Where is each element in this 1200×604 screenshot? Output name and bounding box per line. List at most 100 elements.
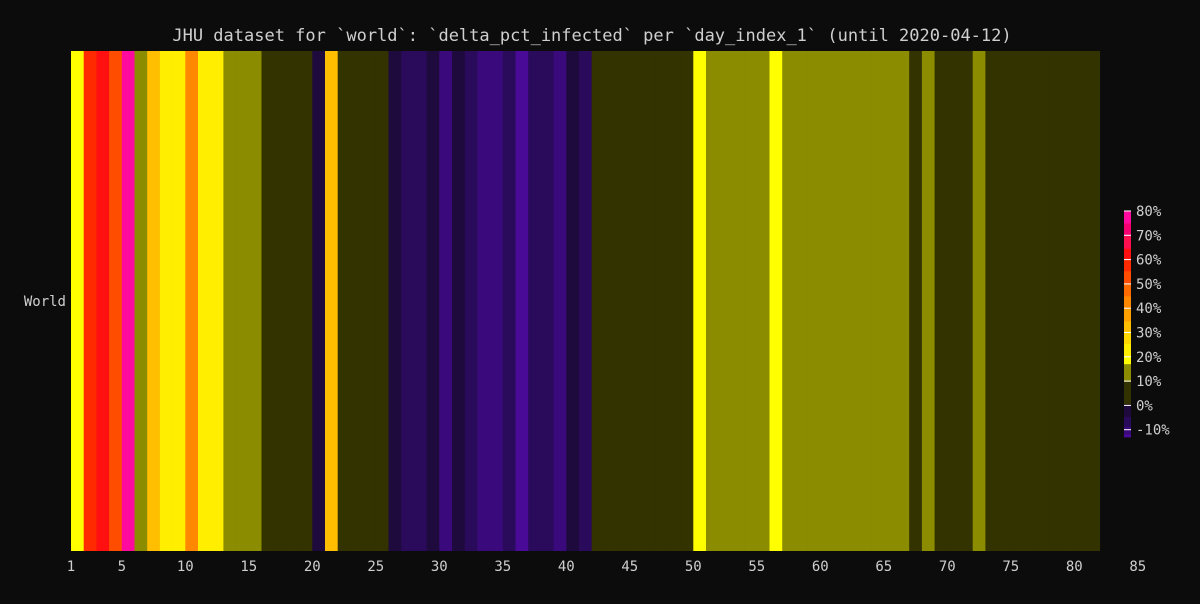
colorbar-segment — [1124, 356, 1131, 360]
colorbar-segment — [1124, 308, 1131, 312]
heatmap-cell — [1074, 51, 1088, 551]
colorbar-segment — [1124, 281, 1131, 285]
heatmap-cell — [528, 51, 542, 551]
heatmap-cell — [769, 51, 783, 551]
colorbar-segment — [1124, 253, 1131, 257]
heatmap-cell — [718, 51, 732, 551]
heatmap-cell — [934, 51, 948, 551]
x-tick-label: 5 — [118, 559, 126, 575]
heatmap-cell — [998, 51, 1012, 551]
heatmap-cell — [337, 51, 351, 551]
colorbar-segment — [1124, 366, 1131, 370]
colorbar-segment — [1124, 406, 1131, 410]
heatmap-cell — [325, 51, 339, 551]
colorbar: 80% 70% 60% 50% 40% 30% 20% 10% 0% -10% — [1124, 204, 1170, 439]
heatmap-cell — [540, 51, 554, 551]
colorbar-segment — [1124, 218, 1131, 222]
x-tick-label: 60 — [812, 559, 829, 575]
colorbar-segment — [1124, 419, 1131, 423]
heatmap-cell — [426, 51, 440, 551]
x-tick-label: 35 — [494, 559, 511, 575]
heatmap-cell — [286, 51, 300, 551]
colorbar-segment — [1124, 276, 1131, 280]
heatmap-cell — [896, 51, 910, 551]
x-tick-label: 45 — [621, 559, 638, 575]
colorbar-segment — [1124, 213, 1131, 217]
x-tick-label: 80 — [1066, 559, 1083, 575]
x-tick-label: 65 — [875, 559, 892, 575]
heatmap-cell — [985, 51, 999, 551]
heatmap-cell — [921, 51, 935, 551]
x-tick-label: 30 — [431, 559, 448, 575]
colorbar-segment — [1124, 401, 1131, 405]
colorbar-segment — [1124, 394, 1131, 398]
colorbar-segment — [1124, 278, 1131, 282]
heatmap-cell — [947, 51, 961, 551]
heatmap-cell — [312, 51, 326, 551]
heatmap-cell — [96, 51, 110, 551]
heatmap-cell — [629, 51, 643, 551]
heatmap-cell — [858, 51, 872, 551]
colorbar-segment — [1124, 236, 1131, 240]
colorbar-segment — [1124, 296, 1131, 300]
heatmap-cell — [960, 51, 974, 551]
colorbar-segment — [1124, 311, 1131, 315]
colorbar-segment — [1124, 334, 1131, 337]
colorbar-tick-label: 0% — [1136, 398, 1153, 414]
colorbar-segment — [1124, 211, 1131, 214]
colorbar-tick-label: 20% — [1136, 350, 1162, 366]
heatmap-cell — [566, 51, 580, 551]
heatmap-cell — [185, 51, 199, 551]
colorbar-segment — [1124, 426, 1131, 430]
heatmap-cell — [452, 51, 466, 551]
heatmap-cell — [490, 51, 504, 551]
heatmap-cell — [655, 51, 669, 551]
heatmap-cell — [756, 51, 770, 551]
x-axis: 1 5 10 15 20 25 30 35 40 45 50 55 60 65 70 75 80 85 — [67, 559, 1146, 575]
row-labels: World — [24, 294, 66, 310]
colorbar-segment — [1124, 238, 1131, 242]
heatmap-cell — [172, 51, 186, 551]
colorbar-segment — [1124, 399, 1131, 403]
colorbar-segment — [1124, 251, 1131, 255]
colorbar-segment — [1124, 369, 1131, 373]
heatmap-cell — [972, 51, 986, 551]
heatmap-cell — [83, 51, 97, 551]
colorbar-segment — [1124, 349, 1131, 353]
heatmap-cell — [1048, 51, 1062, 551]
heatmap-cell — [413, 51, 427, 551]
colorbar-tick-label: 10% — [1136, 374, 1162, 390]
heatmap-cell — [1087, 51, 1101, 551]
heatmap-cell — [744, 51, 758, 551]
x-tick-label: 15 — [240, 559, 257, 575]
heatmap-cell — [248, 51, 262, 551]
heatmap-cell — [820, 51, 834, 551]
colorbar-segment — [1124, 223, 1131, 227]
heatmap-cell — [642, 51, 656, 551]
colorbar-segment — [1124, 336, 1131, 340]
colorbar-segment — [1124, 421, 1131, 425]
row-label: World — [24, 294, 66, 310]
heatmap-cell — [198, 51, 212, 551]
colorbar-segment — [1124, 361, 1131, 365]
heatmap-cells — [71, 51, 1101, 551]
x-tick-label: 10 — [177, 559, 194, 575]
colorbar-segment — [1124, 344, 1131, 347]
colorbar-tick-label: 70% — [1136, 228, 1162, 244]
colorbar-segment — [1124, 228, 1131, 232]
heatmap-cell — [109, 51, 123, 551]
heatmap-cell — [706, 51, 720, 551]
colorbar-segment — [1124, 291, 1131, 295]
heatmap-cell — [871, 51, 885, 551]
heatmap-cell — [236, 51, 250, 551]
colorbar-segment — [1124, 283, 1131, 287]
heatmap-cell — [1023, 51, 1037, 551]
colorbar-segment — [1124, 286, 1131, 290]
colorbar-segment — [1124, 216, 1131, 219]
heatmap-cell — [579, 51, 593, 551]
x-tick-label: 40 — [558, 559, 575, 575]
colorbar-segment — [1124, 391, 1131, 395]
colorbar-segment — [1124, 384, 1131, 388]
heatmap-cell — [363, 51, 377, 551]
colorbar-segment — [1124, 318, 1131, 322]
